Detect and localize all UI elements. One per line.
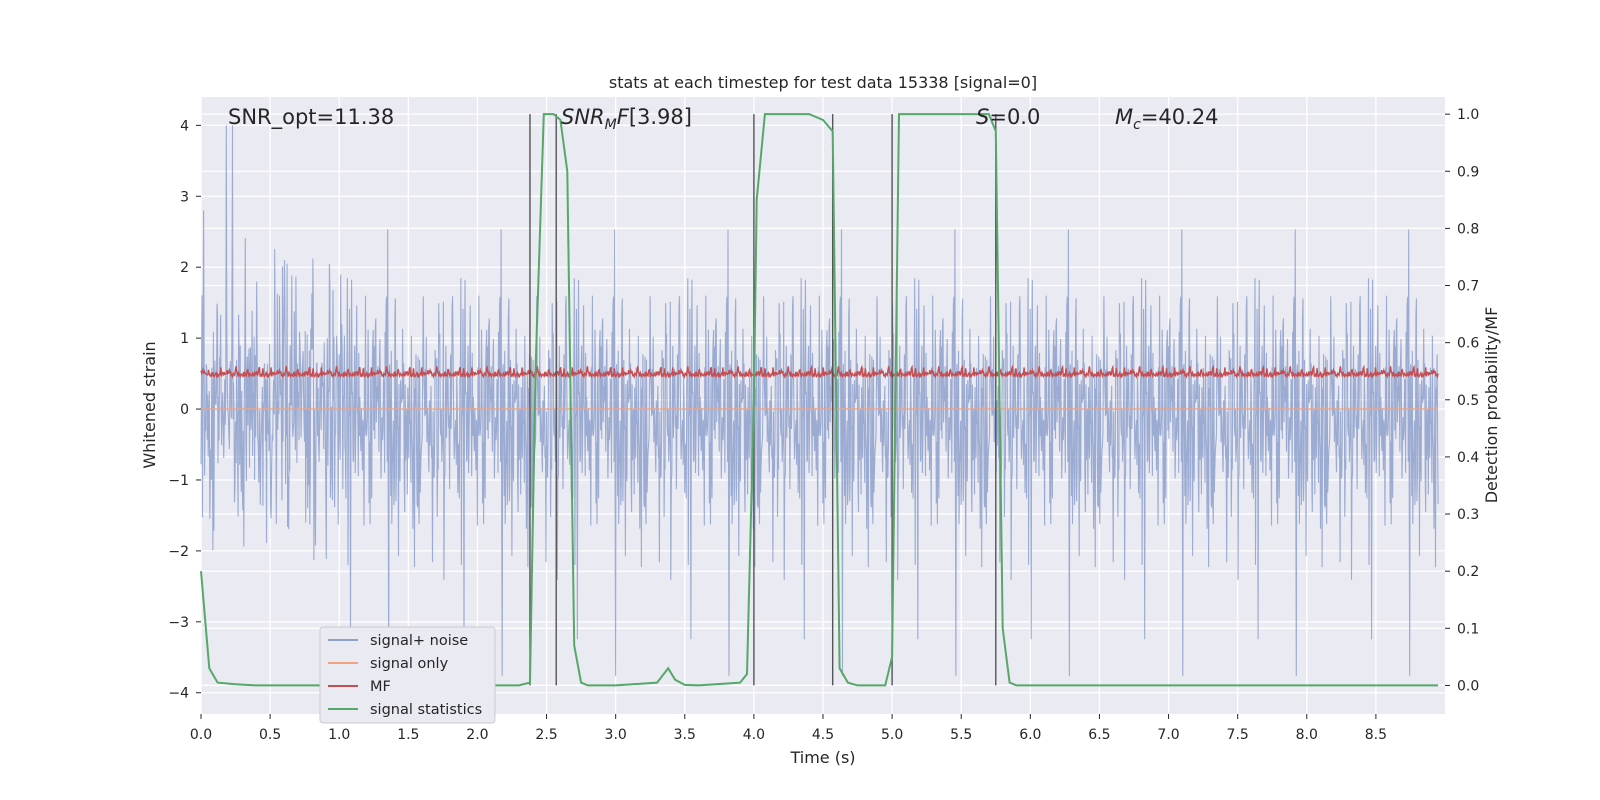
y-tick-label: −1 xyxy=(168,473,189,489)
y2-tick-label: 0.1 xyxy=(1457,621,1479,637)
signal-noise-line xyxy=(200,125,1439,676)
series-signal-noise xyxy=(200,125,1439,676)
y-tick-label: −2 xyxy=(168,544,189,560)
legend-label-mf: MF xyxy=(370,679,391,695)
y-axis-label: Whitened strain xyxy=(140,341,159,468)
annotation-s: S=0.0 xyxy=(976,105,1040,129)
legend-label-signal-statistics: signal statistics xyxy=(370,702,482,718)
x-axis-ticks: 0.0 0.5 1.0 1.5 2.0 2.5 3.0 3.5 4.0 4.5 5.0 5.5 6.0 6… xyxy=(190,714,1387,743)
x-axis-label: Time (s) xyxy=(789,748,855,767)
x-tick-label: 3.0 xyxy=(605,727,627,743)
x-tick-label: 7.0 xyxy=(1157,727,1179,743)
y2-tick-label: 0.7 xyxy=(1457,279,1479,295)
x-tick-label: 3.5 xyxy=(674,727,696,743)
x-tick-label: 6.5 xyxy=(1088,727,1110,743)
legend: signal+ noise signal only MF signal stat… xyxy=(319,626,496,724)
annotation-mc: Mc=40.24 xyxy=(1115,105,1219,133)
x-tick-label: 0.0 xyxy=(190,727,212,743)
x-tick-label: 1.0 xyxy=(328,727,350,743)
x-tick-label: 7.5 xyxy=(1227,727,1249,743)
annotation-mc-value: =40.24 xyxy=(1141,105,1219,129)
series-signal-statistics xyxy=(200,113,1439,687)
y2-tick-label: 0.9 xyxy=(1457,164,1479,180)
legend-label-signal-only: signal only xyxy=(370,656,449,672)
y2-tick-label: 1.0 xyxy=(1457,107,1479,123)
x-tick-label: 4.0 xyxy=(743,727,765,743)
y2-tick-label: 0.5 xyxy=(1457,393,1479,409)
legend-box xyxy=(319,626,496,724)
x-tick-label: 4.5 xyxy=(812,727,834,743)
y-tick-label: −3 xyxy=(168,615,189,631)
annotation-snr-opt: SNR_opt=11.38 xyxy=(228,105,394,130)
x-tick-label: 8.0 xyxy=(1296,727,1318,743)
chart-title: stats at each timestep for test data 153… xyxy=(609,73,1037,92)
x-tick-label: 8.5 xyxy=(1365,727,1387,743)
y2-axis-ticks: 0.0 0.1 0.2 0.3 0.4 0.5 0.6 0.7 0.8 0.9 1.0 xyxy=(1445,107,1479,694)
y-tick-label: 3 xyxy=(180,189,189,205)
mf-line xyxy=(200,364,1439,379)
x-tick-label: 5.5 xyxy=(950,727,972,743)
x-tick-label: 2.0 xyxy=(466,727,488,743)
annotation-snr-mf: SNRMF[3.98] xyxy=(561,105,692,133)
y2-tick-label: 0.6 xyxy=(1457,336,1479,352)
legend-label-signal-noise: signal+ noise xyxy=(370,633,468,649)
y-tick-label: −4 xyxy=(168,686,189,702)
annotation-snr-mf-value: [3.98] xyxy=(629,105,692,129)
x-tick-label: 2.5 xyxy=(535,727,557,743)
x-tick-label: 0.5 xyxy=(259,727,281,743)
x-tick-label: 6.0 xyxy=(1019,727,1041,743)
annotation-s-value: =0.0 xyxy=(989,105,1040,129)
y2-tick-label: 0.3 xyxy=(1457,507,1479,523)
y2-tick-label: 0.0 xyxy=(1457,678,1479,694)
y-axis-ticks: −4 −3 −2 −1 0 1 2 3 4 xyxy=(168,118,201,702)
y2-tick-label: 0.4 xyxy=(1457,450,1479,466)
y2-tick-label: 0.2 xyxy=(1457,564,1479,580)
y-tick-label: 4 xyxy=(180,118,189,134)
x-tick-label: 5.0 xyxy=(881,727,903,743)
y2-axis-label: Detection probability/MF xyxy=(1482,307,1501,504)
y-tick-label: 1 xyxy=(180,331,189,347)
y2-tick-label: 0.8 xyxy=(1457,221,1479,237)
x-tick-label: 1.5 xyxy=(397,727,419,743)
y-tick-label: 2 xyxy=(180,260,189,276)
signal-statistics-line xyxy=(200,113,1439,687)
series-mf xyxy=(200,364,1439,379)
y-tick-label: 0 xyxy=(180,402,189,418)
